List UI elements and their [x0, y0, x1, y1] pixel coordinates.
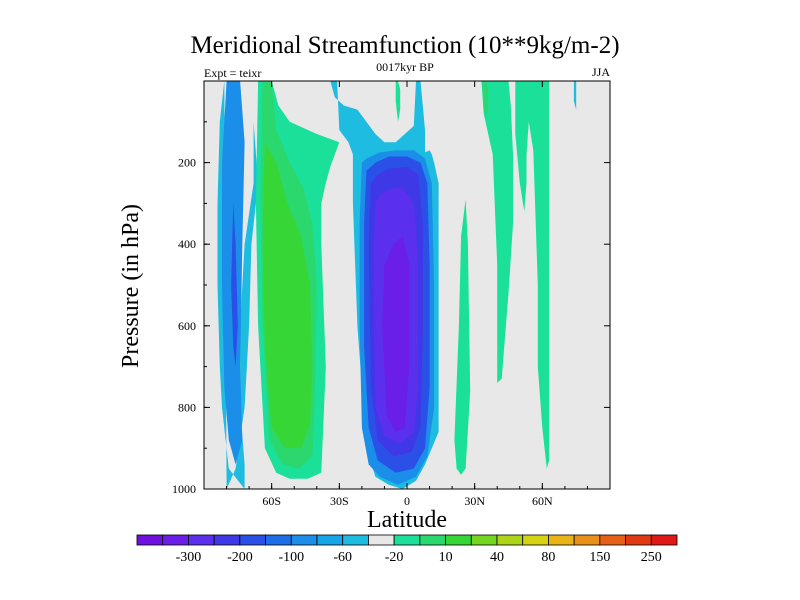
colorbar-label: -200 — [227, 550, 253, 565]
colorbar-box — [445, 534, 472, 546]
x-tick-label: 60S — [262, 494, 281, 508]
experiment-label: Expt = teixr — [204, 66, 261, 80]
colorbar-box — [496, 534, 524, 546]
contour-region-nh-positive-strip-1 — [454, 199, 471, 475]
time-label: 0017kyr BP — [376, 60, 434, 74]
colorbar-box — [342, 534, 369, 546]
colorbar-label: 80 — [541, 550, 555, 565]
colorbar-box — [548, 534, 575, 546]
x-tick-label: 60N — [532, 494, 553, 508]
contour-region-tropical-upper-positive — [395, 81, 401, 122]
y-tick-label: 800 — [178, 400, 196, 414]
colorbar-label: -100 — [278, 550, 304, 565]
contour-region-hadley-core-peak — [382, 236, 410, 432]
colorbar-label: 40 — [490, 550, 504, 565]
x-tick-label: 0 — [404, 494, 410, 508]
colorbar-box — [419, 534, 446, 546]
colorbar — [136, 534, 678, 546]
colorbar-box — [368, 534, 395, 546]
colorbar-labels: -300 -200 -100 -60 -20 10 40 80 150 250 — [176, 550, 662, 565]
contour-region-nh-positive-strip-2 — [515, 81, 550, 469]
colorbar-box — [650, 534, 678, 546]
plot-area — [204, 81, 610, 489]
contour-region-polar-negative-sliver — [573, 81, 577, 110]
contour-region-sh-positive-cell-core — [262, 142, 313, 449]
y-axis-label: Pressure (in hPa) — [118, 204, 144, 368]
colorbar-box — [599, 534, 626, 546]
x-axis-ticks: 60S 30S 0 30N 60N — [226, 81, 588, 508]
colorbar-label: -60 — [333, 550, 352, 565]
season-label: JJA — [592, 65, 610, 79]
colorbar-box — [162, 534, 189, 546]
contour-region-sh-negative-cell-core — [231, 203, 238, 367]
colorbar-box — [625, 534, 652, 546]
colorbar-box — [188, 534, 215, 546]
y-tick-label: 1000 — [172, 482, 196, 496]
y-tick-label: 600 — [178, 319, 196, 333]
colorbar-box — [136, 534, 164, 546]
x-axis-label: Latitude — [367, 507, 447, 533]
colorbar-box — [213, 534, 241, 546]
y-tick-label: 400 — [178, 237, 196, 251]
colorbar-label: 10 — [439, 550, 453, 565]
y-tick-label: 200 — [178, 156, 196, 170]
colorbar-label: -300 — [176, 550, 202, 565]
colorbar-box — [290, 534, 318, 546]
colorbar-box — [265, 534, 292, 546]
colorbar-box — [573, 534, 601, 546]
colorbar-box — [239, 534, 266, 546]
contour-region-nh-positive-cell-inner — [483, 81, 489, 118]
colorbar-box — [470, 534, 498, 546]
x-tick-label: 30S — [330, 494, 349, 508]
contour-region-nh-positive-cell — [481, 81, 513, 383]
colorbar-label: 250 — [641, 550, 662, 565]
colorbar-box — [522, 534, 549, 546]
contour-region-sh-negative-cell-outer — [217, 81, 259, 489]
colorbar-box — [393, 534, 421, 546]
chart-title: Meridional Streamfunction (10**9kg/m-2) — [190, 32, 619, 59]
colorbar-box — [316, 534, 344, 546]
x-tick-label: 30N — [464, 494, 485, 508]
y-axis-ticks: 200 400 600 800 1000 — [172, 121, 610, 496]
colorbar-label: -20 — [385, 550, 404, 565]
colorbar-label: 150 — [589, 550, 610, 565]
